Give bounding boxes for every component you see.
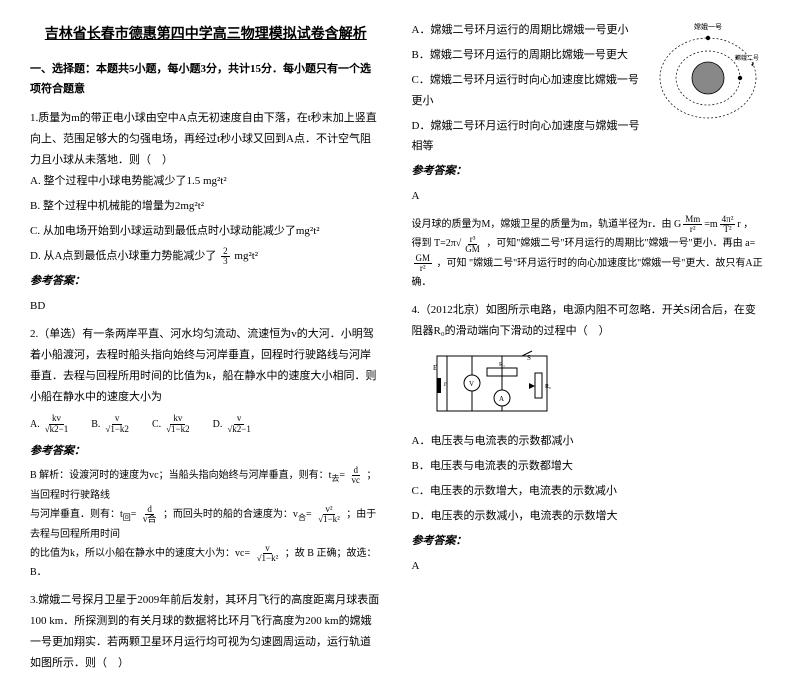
q2-option-b: B. v √1−k2 bbox=[91, 414, 132, 435]
q4-option-c: C．电压表的示数增大，电流表的示数减小 bbox=[412, 481, 764, 502]
q1-d-prefix: D. 从A点到最低点小球重力势能减少了 bbox=[30, 250, 216, 262]
opt-label: A. bbox=[30, 415, 40, 434]
svg-text:V: V bbox=[469, 380, 474, 388]
opt-label: D. bbox=[213, 415, 223, 434]
q1-stem: 1.质量为m的带正电小球由空中A点无初速度自由下落，在t秒末加上竖直向上、范围足… bbox=[30, 108, 382, 171]
fraction-icon: dv合 bbox=[141, 505, 159, 524]
question-1: 1.质量为m的带正电小球由空中A点无初速度自由下落，在t秒末加上竖直向上、范围足… bbox=[30, 108, 382, 316]
right-column: 嫦娥一号 嫦娥二号 A．嫦娥二号环月运行的周期比嫦娥一号更小 B．嫦娥二号环月运… bbox=[412, 20, 764, 541]
answer-label: 参考答案： bbox=[412, 531, 764, 552]
q3-answer: A bbox=[412, 186, 764, 207]
document-title: 吉林省长春市德惠第四中学高三物理模拟试卷含解析 bbox=[30, 20, 382, 47]
fraction-icon: kv √1−k2 bbox=[163, 414, 193, 435]
fraction-icon: v√1−k² bbox=[255, 544, 281, 563]
svg-text:E: E bbox=[433, 364, 437, 372]
svg-text:S: S bbox=[527, 354, 531, 362]
q2-explain-1: B 解析：设渡河时的速度为vc；当船头指向始终与河岸垂直，则有：t去= dvc … bbox=[30, 466, 382, 505]
svg-text:A: A bbox=[499, 395, 504, 403]
answer-label: 参考答案： bbox=[412, 161, 764, 182]
q2-explain-2: 与河岸垂直．则有：t回= dv合 ；而回头时的船的合速度为：v合= v²√1−k… bbox=[30, 505, 382, 544]
q4-option-d: D．电压表的示数减小，电流表的示数增大 bbox=[412, 506, 764, 527]
svg-text:R₁: R₁ bbox=[499, 362, 505, 368]
fraction-icon: Mmr² bbox=[683, 215, 702, 234]
q2-option-a: A. kv √k2−1 bbox=[30, 414, 71, 435]
opt-label: B. bbox=[91, 415, 100, 434]
q4-stem: 4.（2012北京）如图所示电路，电源内阻不可忽略．开关S闭合后，在变阻器R₀的… bbox=[412, 300, 764, 342]
svg-text:R₀: R₀ bbox=[545, 384, 551, 390]
fraction-icon: dvc bbox=[350, 466, 363, 485]
q1-option-d: D. 从A点到最低点小球重力势能减少了 23 mg²t² bbox=[30, 246, 382, 267]
q4-answer: A bbox=[412, 556, 764, 577]
diagram-label-top: 嫦娥一号 bbox=[694, 22, 722, 31]
q2-explain-3: 的比值为k，所以小船在静水中的速度大小为：vc= v√1−k² ；故 B 正确；… bbox=[30, 544, 382, 582]
q1-option-c: C. 从加电场开始到小球运动到最低点时小球动能减少了mg²t² bbox=[30, 221, 382, 242]
question-3: 3.嫦娥二号探月卫星于2009年前后发射，其环月飞行的高度距离月球表面100 k… bbox=[30, 590, 382, 674]
fraction-icon: kv √k2−1 bbox=[42, 414, 72, 435]
fraction-icon: GMr² bbox=[414, 254, 433, 273]
q2-option-d: D. v √k2−1 bbox=[213, 414, 254, 435]
section-header: 一、选择题：本题共5小题，每小题3分，共计15分．每小题只有一个选项符合题意 bbox=[30, 59, 382, 101]
q1-d-suffix: mg²t² bbox=[234, 250, 258, 262]
left-column: 吉林省长春市德惠第四中学高三物理模拟试卷含解析 一、选择题：本题共5小题，每小题… bbox=[30, 20, 382, 541]
q1-option-a: A. 整个过程中小球电势能减少了1.5 mg²t² bbox=[30, 171, 382, 192]
q3-stem: 3.嫦娥二号探月卫星于2009年前后发射，其环月飞行的高度距离月球表面100 k… bbox=[30, 590, 382, 674]
fraction-icon: 23 bbox=[221, 247, 230, 266]
orbit-diagram: 嫦娥一号 嫦娥二号 bbox=[653, 20, 763, 125]
question-4: 4.（2012北京）如图所示电路，电源内阻不可忽略．开关S闭合后，在变阻器R₀的… bbox=[412, 300, 764, 577]
q2-stem: 2.（单选）有一条两岸平直、河水均匀流动、流速恒为v的大河．小明驾着小船渡河，去… bbox=[30, 324, 382, 408]
fraction-icon: 4π²T² bbox=[720, 215, 736, 234]
answer-label: 参考答案： bbox=[30, 271, 382, 292]
answer-label: 参考答案： bbox=[30, 441, 382, 462]
q3-explain: 设月球的质量为M，嫦娥卫星的质量为m，轨道半径为r．由 GMmr²=m4π²T²… bbox=[412, 215, 764, 292]
q1-answer: BD bbox=[30, 296, 382, 317]
q2-option-c: C. kv √1−k2 bbox=[152, 414, 193, 435]
fraction-icon: r³GM bbox=[463, 235, 482, 254]
circuit-diagram: E r V A R₁ R₀ S bbox=[432, 348, 562, 418]
fraction-icon: v √k2−1 bbox=[224, 414, 254, 435]
diagram-label-mid: 嫦娥二号 bbox=[735, 54, 759, 62]
q4-option-a: A．电压表与电流表的示数都减小 bbox=[412, 431, 764, 452]
question-2: 2.（单选）有一条两岸平直、河水均匀流动、流速恒为v的大河．小明驾着小船渡河，去… bbox=[30, 324, 382, 582]
q2-options-row: A. kv √k2−1 B. v √1−k2 C. kv √1−k2 bbox=[30, 414, 382, 435]
opt-label: C. bbox=[152, 415, 161, 434]
fraction-icon: v √1−k2 bbox=[102, 414, 132, 435]
q1-option-b: B. 整个过程中机械能的增量为2mg²t² bbox=[30, 196, 382, 217]
q4-option-b: B．电压表与电流表的示数都增大 bbox=[412, 456, 764, 477]
fraction-icon: v²√1−k² bbox=[316, 505, 342, 524]
